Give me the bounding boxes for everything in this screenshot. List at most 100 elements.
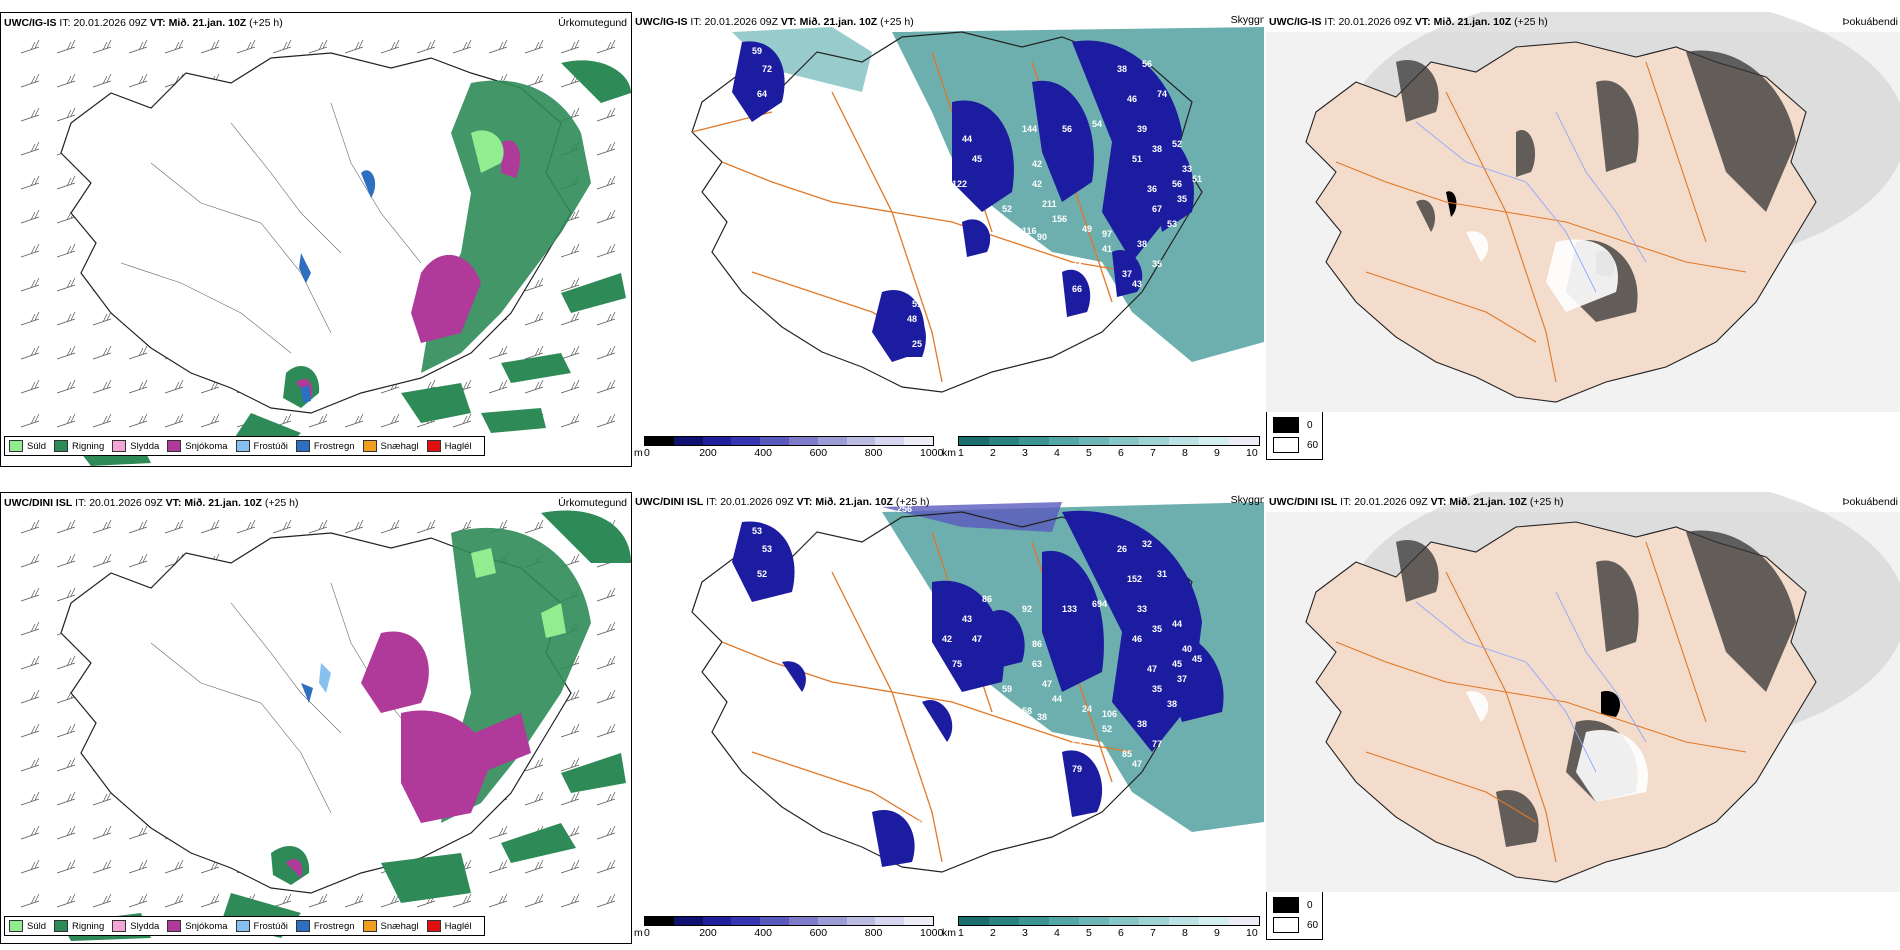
visibility-value-label: 48 [907, 314, 917, 324]
wind-barb [20, 379, 40, 394]
wind-barb [380, 413, 400, 428]
visibility-value-label: 47 [897, 579, 907, 589]
wind-barb [20, 893, 40, 908]
wind-barb [560, 757, 580, 772]
wind-barb [560, 243, 580, 258]
wind-barb [524, 311, 544, 326]
wind-barb [92, 413, 112, 428]
wind-barb [128, 413, 148, 428]
colorbar-step [1229, 917, 1259, 925]
visibility-value-label: 92 [1022, 604, 1032, 614]
wind-barb [56, 73, 76, 88]
wind-barb [200, 519, 220, 534]
colorbar-step [846, 917, 876, 925]
wind-barb [560, 893, 580, 908]
visibility-value-label: 38 [1137, 719, 1147, 729]
colorbar-step [1199, 437, 1229, 445]
wind-barb [344, 413, 364, 428]
visibility-value-label: 35 [1177, 194, 1187, 204]
fog-legend-item: 0 [1273, 897, 1313, 913]
wind-barb [20, 39, 40, 54]
visibility-value-label: 24 [1082, 704, 1092, 714]
colorbar-step [959, 917, 989, 925]
wind-barb [200, 893, 220, 908]
visibility-value-label: 53 [752, 526, 762, 536]
wind-barb [56, 791, 76, 806]
visibility-value-label: 86 [982, 594, 992, 604]
wind-barb [20, 587, 40, 602]
visibility-value-label: 33 [1137, 604, 1147, 614]
wind-barb [596, 825, 616, 840]
wind-barb [560, 859, 580, 874]
visibility-value-label: 56 [1172, 179, 1182, 189]
colorbar-step [875, 917, 905, 925]
visibility-value-label: 55 [887, 114, 897, 124]
wind-barb [92, 311, 112, 326]
visibility-value-label: 694 [1092, 599, 1107, 609]
wind-barb [596, 689, 616, 704]
wind-barb [164, 413, 184, 428]
colorbar-tick-label: 4 [1054, 447, 1060, 459]
panel-header: UWC/IG-IS IT: 20.01.2026 09Z VT: Mið. 21… [635, 16, 914, 28]
colorbar-tick-label: 5 [1086, 927, 1092, 939]
wind-barb [92, 893, 112, 908]
visibility-value-label: 33 [1182, 164, 1192, 174]
colorbar-step [1049, 437, 1079, 445]
panel-title: Þokuábendi [1842, 16, 1898, 28]
wind-barb [128, 519, 148, 534]
wind-barb [200, 413, 220, 428]
visibility-value-label: 106 [1102, 709, 1117, 719]
colorbar-step [1139, 917, 1169, 925]
wind-barb [92, 73, 112, 88]
visibility-value-label: 41 [1102, 244, 1112, 254]
wind-barb [236, 519, 256, 534]
wind-barb [596, 243, 616, 258]
visibility-value-label: 64 [757, 89, 767, 99]
wind-barb [56, 893, 76, 908]
wind-barb [416, 519, 436, 534]
visibility-value-label: 66 [1072, 284, 1082, 294]
visibility-value-label: 67 [1152, 204, 1162, 214]
wind-barb [596, 141, 616, 156]
visibility-value-label: 35 [1152, 259, 1162, 269]
visibility-value-label: 51 [912, 299, 922, 309]
visibility-value-label: 37 [1122, 269, 1132, 279]
visibility-value-label: 44 [1052, 694, 1062, 704]
colorbar-tick-label: 9 [1214, 927, 1220, 939]
wind-barb [596, 791, 616, 806]
colorbar-step [1169, 437, 1199, 445]
wind-barb [128, 39, 148, 54]
panel-title: Úrkomutegund [558, 17, 627, 29]
legend-label: Slydda [130, 440, 160, 452]
legend-label: Rigning [72, 440, 105, 452]
colorbar-tick-label: 3 [1022, 927, 1028, 939]
colorbar-step [760, 917, 789, 925]
wind-barb [308, 893, 328, 908]
visibility-value-label: 45 [1192, 654, 1202, 664]
colorbar-step [1079, 437, 1109, 445]
legend-label: Frostúði [253, 440, 288, 452]
wind-barb [20, 209, 40, 224]
fog-legend-item: 60 [1273, 917, 1318, 933]
visibility-value-label: 52 [757, 569, 767, 579]
wind-barb [308, 519, 328, 534]
colorbar-tick-label: 1 [958, 447, 964, 459]
wind-barb [596, 859, 616, 874]
wind-barb [596, 621, 616, 636]
visibility-value-label: 74 [1157, 89, 1167, 99]
wind-barb [56, 277, 76, 292]
wind-barb [560, 345, 580, 360]
visibility-value-label: 60 [912, 779, 922, 789]
legend-swatch [295, 920, 310, 932]
colorbar-unit: m [634, 927, 643, 939]
legend-item: Frostregn [295, 920, 355, 932]
legend-label: Súld [27, 920, 47, 932]
legend-label: Haglél [444, 920, 472, 932]
colorbar-step [904, 917, 933, 925]
colorbar-step [1019, 917, 1049, 925]
visibility-value-label: 51 [912, 584, 922, 594]
wind-barb [524, 519, 544, 534]
visibility-value-label: 75 [952, 659, 962, 669]
visibility-value-label: 52 [1002, 204, 1012, 214]
